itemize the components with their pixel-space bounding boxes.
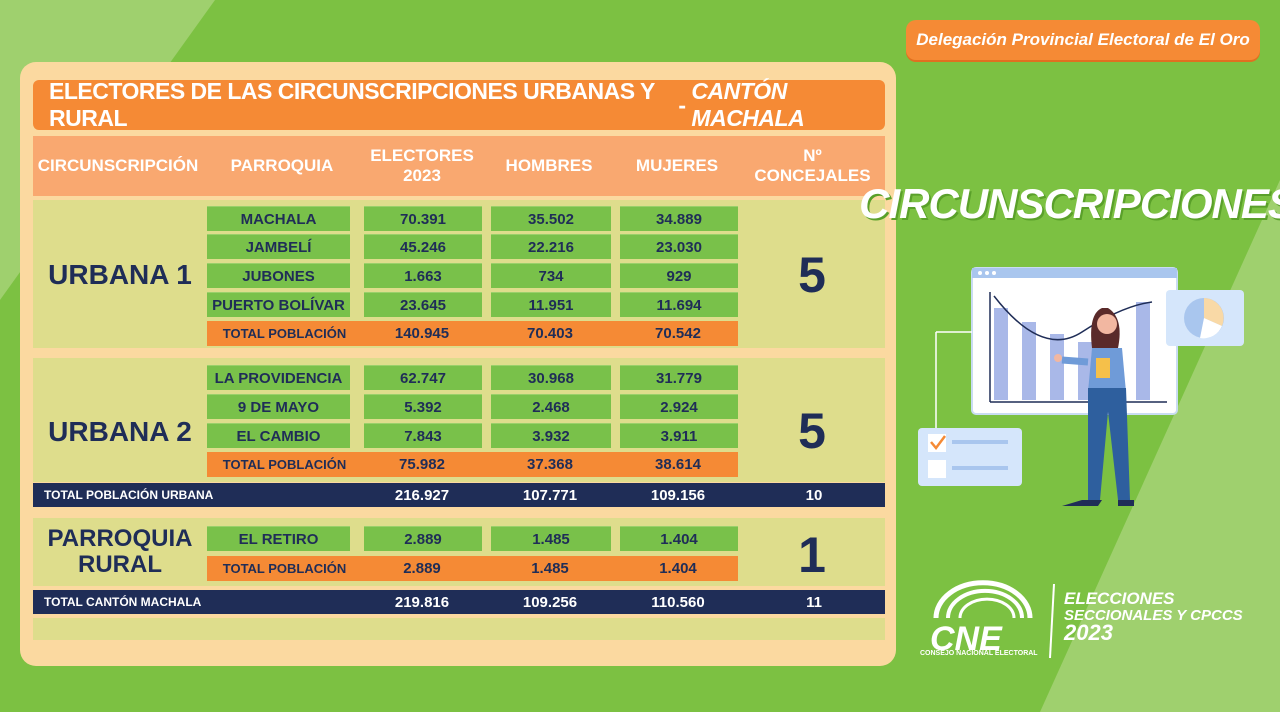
total-urbana-hombres: 107.771: [522, 486, 578, 504]
cne-logo: [933, 580, 1055, 659]
urbana1-row3-mujeres: 929: [620, 263, 738, 288]
rural-concejales: 1: [798, 527, 826, 583]
urbana1-row4-mujeres: 11.694: [620, 292, 738, 317]
cne-logo-text: CNE: [930, 620, 1002, 658]
total-urbana-electores: 216.927: [394, 486, 450, 504]
urbana2-row3-hombres: 3.932: [491, 423, 611, 448]
side-heading: CIRCUNSCRIPCIONES: [859, 180, 1280, 227]
rural-row1-electores: 2.889: [364, 526, 482, 551]
total-urbana-concejales: 10: [805, 486, 823, 504]
urbana2-row2-mujeres: 2.924: [620, 394, 738, 419]
urbana1-row1-parroquia: MACHALA: [207, 206, 350, 231]
urbana2-row1-mujeres: 31.779: [620, 365, 738, 390]
rural-label-line1: PARROQUIA: [47, 525, 193, 552]
elecciones-logo: ELECCIONES SECCIONALES Y CPCCS 2023: [1064, 589, 1244, 645]
total-canton-hombres: 109.256: [522, 593, 578, 611]
elecciones-year: 2023: [1064, 620, 1113, 645]
urbana2-row2-parroquia: 9 DE MAYO: [207, 394, 350, 419]
urbana1-row1-electores: 70.391: [364, 206, 482, 231]
urbana1-row3-hombres: 734: [491, 263, 611, 288]
header-circunscripcion: CIRCUNSCRIPCIÓN: [37, 156, 199, 175]
rural-label-line2: RURAL: [78, 551, 162, 578]
panel-footer-strip: [33, 618, 885, 640]
total-canton-concejales: 11: [806, 593, 822, 611]
urbana2-total-hombres: 37.368: [482, 452, 618, 477]
urbana2-row3-electores: 7.843: [364, 423, 482, 448]
urbana2-row2-electores: 5.392: [364, 394, 482, 419]
urbana1-row4-hombres: 11.951: [491, 292, 611, 317]
urbana1-total-electores: 140.945: [362, 321, 482, 346]
rural-total-mujeres: 1.404: [618, 556, 738, 581]
urbana1-row1-hombres: 35.502: [491, 206, 611, 231]
total-urbana-row: [33, 483, 885, 507]
rural-total-hombres: 1.485: [482, 556, 618, 581]
urbana2-total-electores: 75.982: [362, 452, 482, 477]
total-canton-mujeres: 110.560: [651, 593, 705, 611]
table-title: ELECTORES DE LAS CIRCUNSCRIPCIONES URBAN…: [33, 78, 885, 131]
urbana1-row1-mujeres: 34.889: [620, 206, 738, 231]
urbana1-row2-hombres: 22.216: [491, 234, 611, 259]
title-emphasis: CANTÓN MACHALA: [691, 78, 805, 131]
urbana1-row2-parroquia: JAMBELÍ: [207, 234, 350, 259]
urbana2-total-label: TOTAL POBLACIÓN: [207, 452, 362, 477]
rural-total-electores: 2.889: [362, 556, 482, 581]
woman-presenter-icon: [1054, 308, 1134, 506]
cne-logo-subtitle: CONSEJO NACIONAL ELECTORAL: [920, 650, 1038, 657]
urbana2-row3-parroquia: EL CAMBIO: [207, 423, 350, 448]
urbana1-row4-electores: 23.645: [364, 292, 482, 317]
urbana1-label: URBANA 1: [48, 259, 192, 290]
presentation-illustration: [918, 267, 1244, 506]
rural-row1-mujeres: 1.404: [620, 526, 738, 551]
header-mujeres: MUJERES: [635, 156, 719, 175]
urbana2-row3-mujeres: 3.911: [620, 423, 738, 448]
urbana2-label: URBANA 2: [48, 416, 192, 447]
urbana2-row1-hombres: 30.968: [491, 365, 611, 390]
header-concejales-line1: Nº: [803, 146, 822, 165]
rural-row1-hombres: 1.485: [491, 526, 611, 551]
header-electores-line1: ELECTORES: [370, 146, 474, 165]
header-electores: ELECTORES 2023: [362, 136, 482, 196]
header-parroquia: PARROQUIA: [230, 156, 334, 175]
header-hombres: HOMBRES: [505, 156, 593, 175]
urbana2-concejales: 5: [798, 403, 826, 459]
header-row: [33, 136, 885, 196]
urbana1-row2-mujeres: 23.030: [620, 234, 738, 259]
header-concejales: Nº CONCEJALES: [740, 136, 885, 196]
urbana2-total-mujeres: 38.614: [618, 452, 738, 477]
bar-chart-window-icon: [971, 267, 1178, 415]
total-canton-row: [33, 590, 885, 614]
urbana1-row3-parroquia: JUBONES: [207, 263, 350, 288]
checklist-icon: [918, 331, 1022, 486]
delegation-badge: Delegación Provincial Electoral de El Or…: [906, 20, 1260, 60]
urbana1-total-hombres: 70.403: [482, 321, 618, 346]
urbana1-row4-parroquia: PUERTO BOLÍVAR: [207, 292, 350, 317]
urbana1-total-mujeres: 70.542: [618, 321, 738, 346]
elecciones-line1: ELECCIONES: [1064, 589, 1175, 608]
title-main: ELECTORES DE LAS CIRCUNSCRIPCIONES URBAN…: [49, 78, 655, 131]
pie-chart-icon: [1166, 290, 1244, 346]
header-electores-line2: 2023: [403, 166, 441, 185]
urbana2-row1-parroquia: LA PROVIDENCIA: [207, 365, 350, 390]
urbana1-total-label: TOTAL POBLACIÓN: [207, 321, 362, 346]
header-concejales-line2: CONCEJALES: [754, 166, 871, 185]
total-urbana-mujeres: 109.156: [650, 486, 706, 504]
urbana1-concejales: 5: [798, 247, 826, 303]
urbana1-row2-electores: 45.246: [364, 234, 482, 259]
rural-total-label: TOTAL POBLACIÓN: [207, 556, 362, 581]
urbana2-row1-electores: 62.747: [364, 365, 482, 390]
elecciones-line2: SECCIONALES Y CPCCS: [1064, 607, 1243, 624]
total-canton-label: TOTAL CANTÓN MACHALA: [44, 595, 202, 609]
title-separator: -: [672, 91, 692, 118]
total-canton-electores: 219.816: [394, 593, 450, 611]
rural-row1-parroquia: EL RETIRO: [207, 526, 350, 551]
total-urbana-label: TOTAL POBLACIÓN URBANA: [44, 488, 214, 502]
urbana1-row3-electores: 1.663: [364, 263, 482, 288]
urbana2-row2-hombres: 2.468: [491, 394, 611, 419]
rural-label: PARROQUIA RURAL: [40, 524, 200, 580]
